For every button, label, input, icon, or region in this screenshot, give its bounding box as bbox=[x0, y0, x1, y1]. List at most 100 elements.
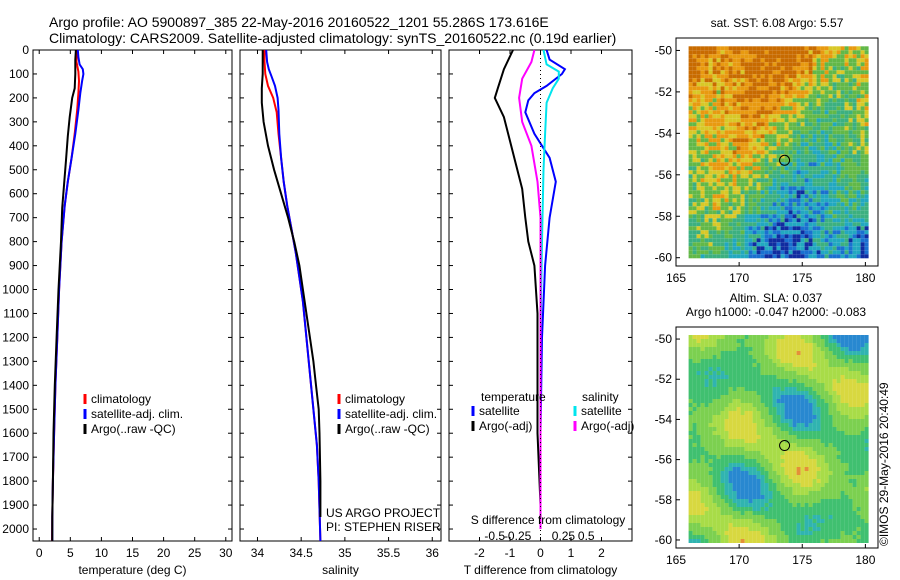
map-cell bbox=[840, 435, 845, 439]
map-cell bbox=[788, 527, 793, 531]
map-cell bbox=[844, 439, 849, 443]
map-cell bbox=[712, 146, 717, 151]
map-cell bbox=[812, 182, 817, 187]
map-cell bbox=[712, 527, 717, 531]
map-cell bbox=[760, 46, 765, 51]
map-cell bbox=[764, 455, 769, 459]
map-cell bbox=[832, 90, 837, 95]
map-cell bbox=[728, 178, 733, 183]
map-cell bbox=[744, 170, 749, 175]
map-cell bbox=[824, 459, 829, 463]
map-cell bbox=[740, 427, 745, 431]
map-cell bbox=[700, 355, 705, 359]
map-cell bbox=[820, 174, 825, 179]
map-cell bbox=[704, 134, 709, 139]
map-cell bbox=[716, 379, 721, 383]
map-cell bbox=[828, 423, 833, 427]
map-cell bbox=[700, 403, 705, 407]
map-cell bbox=[848, 170, 853, 175]
map-cell bbox=[804, 423, 809, 427]
map-cell bbox=[812, 86, 817, 91]
map-cell bbox=[828, 190, 833, 195]
map-cell bbox=[848, 66, 853, 71]
map-cell bbox=[788, 218, 793, 223]
map-cell bbox=[816, 343, 821, 347]
map-cell bbox=[732, 363, 737, 367]
map-cell bbox=[852, 210, 857, 215]
map-cell bbox=[824, 379, 829, 383]
map-cell bbox=[820, 335, 825, 339]
map-cell bbox=[744, 102, 749, 107]
map-cell bbox=[756, 74, 761, 79]
map-cell bbox=[716, 499, 721, 503]
map-cell bbox=[760, 242, 765, 247]
map-cell bbox=[784, 98, 789, 103]
map-cell bbox=[772, 355, 777, 359]
map-cell bbox=[688, 435, 693, 439]
map-cell bbox=[808, 491, 813, 495]
map-cell bbox=[740, 463, 745, 467]
map-cell bbox=[740, 114, 745, 119]
map-cell bbox=[840, 475, 845, 479]
map-cell bbox=[764, 407, 769, 411]
map-cell bbox=[728, 335, 733, 339]
map-cell bbox=[820, 491, 825, 495]
map-cell bbox=[804, 250, 809, 255]
map-cell bbox=[788, 198, 793, 203]
map-cell bbox=[820, 158, 825, 163]
map-cell bbox=[776, 335, 781, 339]
map-cell bbox=[752, 58, 757, 63]
map-cell bbox=[740, 226, 745, 231]
map-cell bbox=[780, 539, 785, 543]
map-cell bbox=[708, 194, 713, 199]
map-cell bbox=[864, 170, 869, 175]
map-cell bbox=[852, 435, 857, 439]
map-cell bbox=[724, 531, 729, 535]
map-cell bbox=[728, 70, 733, 75]
map-cell bbox=[812, 427, 817, 431]
map-cell bbox=[796, 226, 801, 231]
map-cell bbox=[852, 391, 857, 395]
map-cell bbox=[820, 166, 825, 171]
map-cell bbox=[804, 202, 809, 207]
map-cell bbox=[756, 515, 761, 519]
map-cell bbox=[760, 126, 765, 131]
map-cell bbox=[788, 523, 793, 527]
map-cell bbox=[688, 527, 693, 531]
map-cell bbox=[708, 387, 713, 391]
map-cell bbox=[776, 234, 781, 239]
map-cell bbox=[704, 118, 709, 123]
map-cell bbox=[752, 114, 757, 119]
map-cell bbox=[828, 343, 833, 347]
map-cell bbox=[848, 339, 853, 343]
map-cell bbox=[812, 403, 817, 407]
map-cell bbox=[844, 455, 849, 459]
map-cell bbox=[716, 387, 721, 391]
map-cell bbox=[820, 515, 825, 519]
map-cell bbox=[768, 194, 773, 199]
map-cell bbox=[748, 102, 753, 107]
map-cell bbox=[744, 182, 749, 187]
map-cell bbox=[724, 375, 729, 379]
map-cell bbox=[784, 523, 789, 527]
map-cell bbox=[848, 206, 853, 211]
map-cell bbox=[824, 503, 829, 507]
map-cell bbox=[716, 62, 721, 67]
map-cell bbox=[808, 515, 813, 519]
series-line-temperature-argo-adj- bbox=[493, 49, 542, 529]
map-cell bbox=[820, 499, 825, 503]
map-cell bbox=[788, 202, 793, 207]
map-cell bbox=[760, 475, 765, 479]
map-cell bbox=[832, 230, 837, 235]
map-cell bbox=[808, 174, 813, 179]
map-cell bbox=[788, 375, 793, 379]
map-cell bbox=[824, 174, 829, 179]
map-cell bbox=[780, 58, 785, 63]
map-cell bbox=[744, 483, 749, 487]
map-cell bbox=[792, 174, 797, 179]
map-cell bbox=[764, 178, 769, 183]
map-cell bbox=[804, 106, 809, 111]
map-cell bbox=[776, 110, 781, 115]
map-cell bbox=[724, 399, 729, 403]
map-cell bbox=[720, 343, 725, 347]
